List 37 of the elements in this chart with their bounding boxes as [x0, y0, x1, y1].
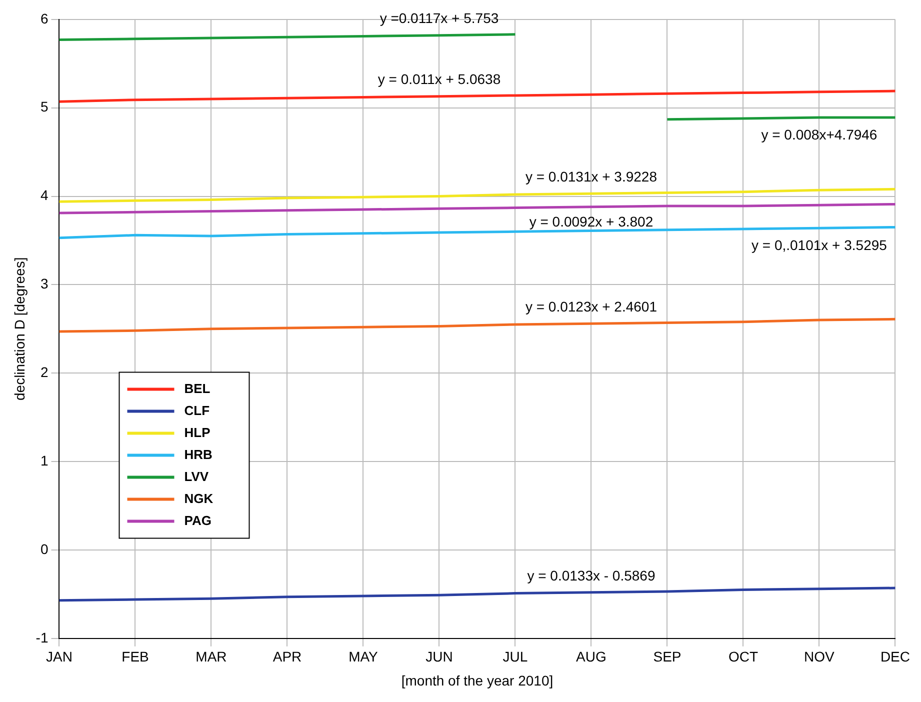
x-tick-label: JUL	[502, 648, 528, 665]
x-tick-label: JUN	[426, 648, 453, 665]
x-tick-label: APR	[272, 648, 302, 665]
legend-label: NGK	[184, 490, 214, 506]
x-tick-label: FEB	[122, 648, 149, 665]
annotation: y = 0,.0101x + 3.5295	[751, 236, 888, 253]
x-tick-label: OCT	[728, 648, 758, 665]
y-tick-label: 1	[40, 452, 48, 468]
y-tick-label: 5	[40, 98, 48, 115]
x-tick-label: AUG	[576, 648, 606, 665]
legend-label: LVV	[184, 468, 209, 484]
legend-label: PAG	[184, 512, 212, 528]
annotation: y = 0.0133x - 0.5869	[527, 567, 656, 584]
y-tick-label: -1	[36, 629, 48, 646]
x-tick-label: DEC	[880, 648, 910, 665]
annotation: y = 0.0131x + 3.9228	[525, 168, 658, 184]
annotation: y = 0.0123x + 2.4601	[525, 298, 658, 314]
x-tick-label: SEP	[653, 648, 682, 665]
x-tick-label: NOV	[804, 648, 836, 665]
y-tick-label: 2	[40, 364, 48, 380]
x-tick-label: JAN	[46, 648, 72, 665]
annotation: y =0.0117x + 5.753	[380, 10, 499, 26]
legend-label: CLF	[184, 402, 210, 418]
annotation: y = 0.011x + 5.0638	[378, 71, 501, 88]
y-axis-title: declination D [degrees]	[11, 257, 28, 400]
x-tick-label: MAY	[348, 648, 379, 665]
annotation: y = 0.0092x + 3.802	[529, 214, 654, 230]
x-axis-title: [month of the year 2010]	[401, 672, 554, 688]
annotation: y = 0.008x+4.7946	[761, 126, 878, 142]
y-tick-label: 0	[40, 540, 48, 557]
y-tick-label: 3	[40, 276, 48, 292]
legend-label: HRB	[184, 446, 212, 462]
legend-label: BEL	[184, 380, 210, 396]
legend-label: HLP	[184, 424, 211, 440]
y-tick-label: 4	[40, 187, 48, 204]
x-tick-label: MAR	[196, 648, 227, 665]
y-tick-label: 6	[40, 10, 48, 26]
